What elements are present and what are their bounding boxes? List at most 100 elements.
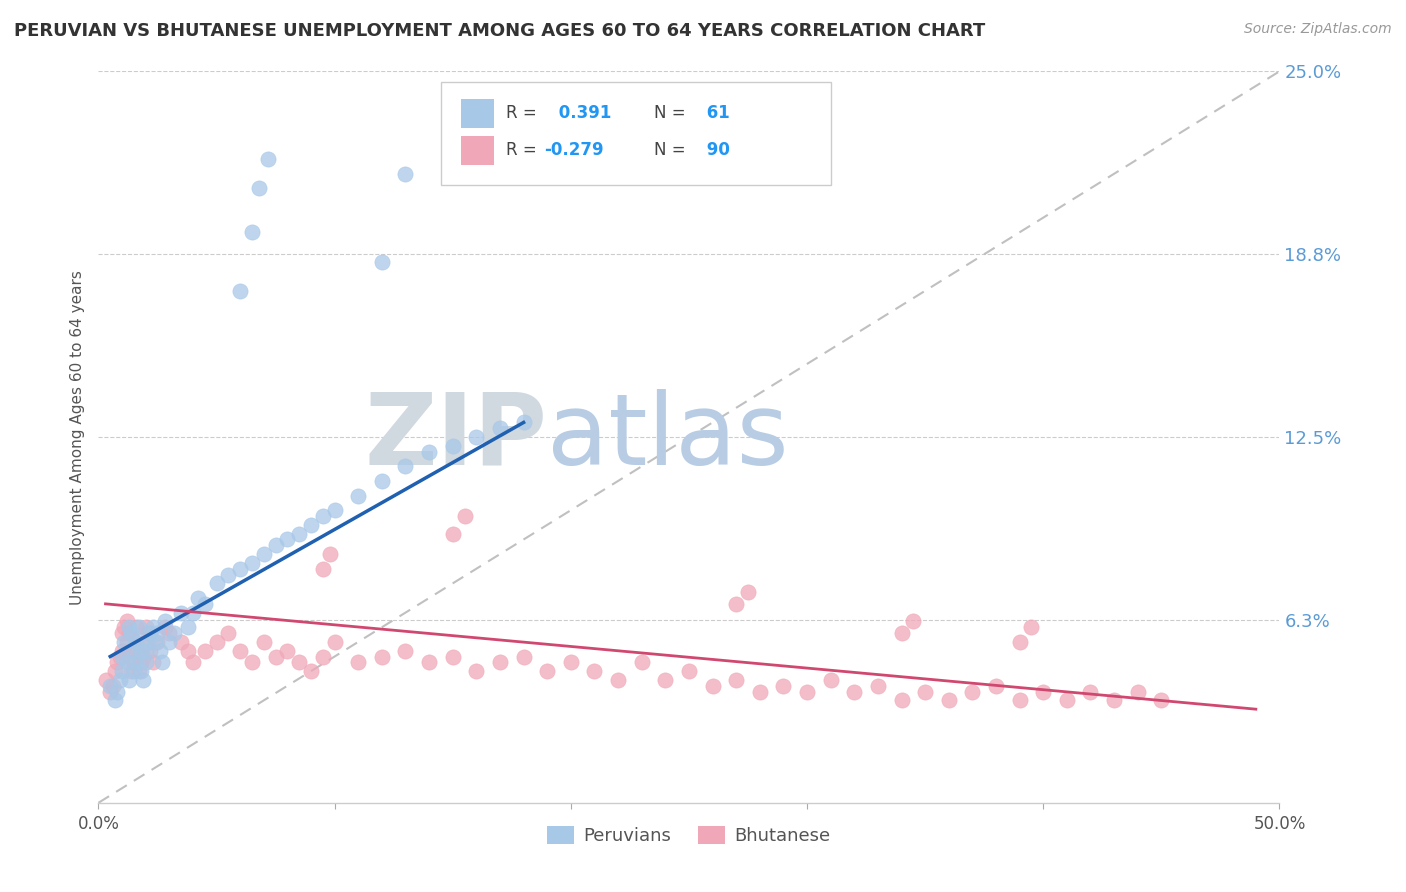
Point xyxy=(453,509,475,524)
Text: 61: 61 xyxy=(700,104,730,122)
Point xyxy=(153,620,176,634)
Point xyxy=(94,673,117,687)
Point xyxy=(111,649,134,664)
Point xyxy=(229,284,252,298)
Point xyxy=(418,444,440,458)
Point xyxy=(1102,693,1125,707)
Point xyxy=(129,656,152,670)
Point xyxy=(465,430,488,444)
Point xyxy=(772,679,794,693)
Point xyxy=(312,649,335,664)
Point xyxy=(111,626,134,640)
Point xyxy=(240,225,263,239)
Point xyxy=(146,626,169,640)
Point xyxy=(125,635,148,649)
Point xyxy=(122,664,145,678)
Text: N =: N = xyxy=(654,104,685,122)
Point xyxy=(135,620,157,634)
Point xyxy=(276,643,298,657)
Point xyxy=(371,254,394,268)
Point xyxy=(299,664,322,678)
Point xyxy=(1008,693,1031,707)
Point xyxy=(678,664,700,678)
Point xyxy=(105,656,128,670)
Point xyxy=(264,538,287,552)
Point xyxy=(820,673,842,687)
Point xyxy=(108,649,131,664)
Point xyxy=(194,643,217,657)
Point xyxy=(177,643,200,657)
Text: 0.391: 0.391 xyxy=(553,104,612,122)
Point xyxy=(125,656,148,670)
Point xyxy=(181,656,204,670)
Point xyxy=(132,649,155,664)
Point xyxy=(288,526,311,541)
Point xyxy=(129,664,152,678)
Point xyxy=(844,684,866,698)
Point xyxy=(903,615,925,629)
Point xyxy=(122,656,145,670)
Point xyxy=(112,620,135,634)
Point xyxy=(229,562,252,576)
Point xyxy=(135,643,157,657)
Point xyxy=(748,684,770,698)
Point xyxy=(512,649,534,664)
Point xyxy=(118,620,141,634)
Point xyxy=(153,615,176,629)
Point xyxy=(560,656,582,670)
Point xyxy=(1150,693,1173,707)
Point xyxy=(217,626,239,640)
Point xyxy=(914,684,936,698)
Y-axis label: Unemployment Among Ages 60 to 64 years: Unemployment Among Ages 60 to 64 years xyxy=(69,269,84,605)
Point xyxy=(104,693,127,707)
Point xyxy=(465,664,488,678)
Point xyxy=(489,656,512,670)
Point xyxy=(866,679,889,693)
Point xyxy=(112,635,135,649)
Point xyxy=(323,635,346,649)
Point xyxy=(194,597,217,611)
Point xyxy=(489,421,512,435)
Point xyxy=(1008,635,1031,649)
Point xyxy=(111,664,134,678)
Point xyxy=(136,626,159,640)
Point xyxy=(276,533,298,547)
Point xyxy=(1032,684,1054,698)
Point xyxy=(128,620,150,634)
Point xyxy=(111,643,134,657)
Point xyxy=(157,635,180,649)
Point xyxy=(512,416,534,430)
Point xyxy=(607,673,630,687)
Point xyxy=(121,664,143,678)
Point xyxy=(142,620,165,634)
Point xyxy=(394,459,416,474)
Point xyxy=(136,635,159,649)
Point xyxy=(247,181,270,195)
Point xyxy=(229,643,252,657)
Point xyxy=(1080,684,1102,698)
Point xyxy=(371,649,394,664)
Point xyxy=(240,556,263,570)
Point xyxy=(139,626,162,640)
Point xyxy=(142,656,165,670)
Point xyxy=(418,656,440,670)
Point xyxy=(347,489,370,503)
Point xyxy=(105,684,128,698)
Text: R =: R = xyxy=(506,141,537,160)
Point xyxy=(135,635,157,649)
Point xyxy=(125,635,148,649)
Point xyxy=(181,606,204,620)
Point xyxy=(323,503,346,517)
Point xyxy=(630,656,652,670)
Point xyxy=(101,679,124,693)
Text: R =: R = xyxy=(506,104,537,122)
Point xyxy=(288,656,311,670)
Point xyxy=(177,620,200,634)
Text: 90: 90 xyxy=(700,141,730,160)
Point xyxy=(118,649,141,664)
Point xyxy=(962,684,984,698)
Point xyxy=(725,673,748,687)
Text: N =: N = xyxy=(654,141,685,160)
Point xyxy=(157,626,180,640)
Point xyxy=(104,664,127,678)
